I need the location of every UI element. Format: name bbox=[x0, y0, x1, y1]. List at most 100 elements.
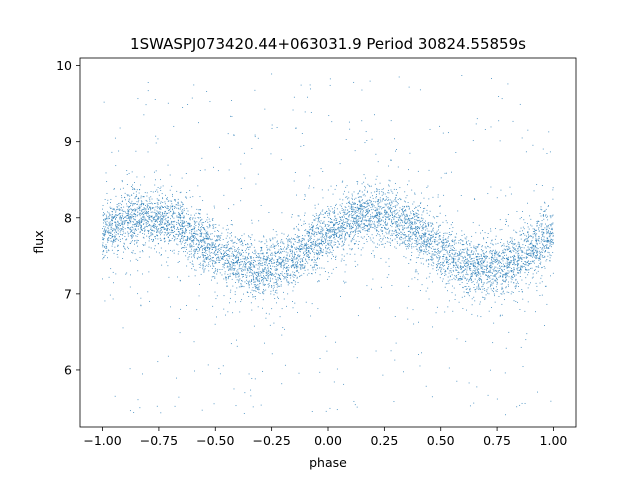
data-point bbox=[504, 274, 505, 276]
data-point bbox=[240, 244, 242, 246]
data-point bbox=[376, 247, 378, 248]
data-point bbox=[384, 209, 385, 211]
data-point bbox=[408, 245, 410, 247]
data-point bbox=[517, 263, 518, 265]
data-point bbox=[479, 301, 481, 303]
data-point bbox=[459, 284, 461, 285]
data-point bbox=[186, 213, 187, 215]
data-point bbox=[396, 221, 398, 223]
data-point bbox=[476, 118, 478, 120]
data-point bbox=[136, 189, 138, 191]
data-point bbox=[108, 239, 110, 241]
data-point bbox=[453, 259, 455, 261]
data-point bbox=[304, 223, 306, 224]
data-point bbox=[103, 250, 105, 252]
data-point bbox=[343, 255, 345, 257]
data-point bbox=[177, 235, 179, 237]
data-point bbox=[483, 265, 485, 267]
data-point bbox=[369, 237, 371, 239]
data-point bbox=[238, 286, 240, 288]
data-point bbox=[411, 238, 413, 240]
data-point bbox=[331, 272, 333, 274]
data-point bbox=[131, 240, 133, 242]
data-point bbox=[292, 265, 294, 266]
data-point bbox=[419, 250, 421, 251]
data-point bbox=[347, 198, 348, 200]
data-point bbox=[382, 237, 384, 239]
data-point bbox=[250, 271, 252, 273]
data-point bbox=[541, 266, 543, 268]
data-point bbox=[443, 194, 445, 196]
data-point bbox=[279, 263, 281, 265]
data-point bbox=[146, 192, 148, 194]
data-point bbox=[430, 247, 432, 249]
data-point bbox=[265, 239, 267, 241]
data-point bbox=[325, 240, 327, 242]
data-point bbox=[181, 213, 183, 215]
data-point bbox=[287, 241, 289, 243]
data-point bbox=[228, 254, 230, 256]
data-point bbox=[152, 203, 153, 205]
data-point bbox=[199, 283, 200, 285]
data-point bbox=[446, 250, 448, 252]
data-point bbox=[501, 270, 503, 272]
data-point bbox=[342, 248, 344, 250]
data-point bbox=[455, 269, 457, 271]
data-point bbox=[326, 233, 328, 235]
data-point bbox=[388, 231, 390, 233]
data-point bbox=[226, 242, 228, 244]
data-point bbox=[198, 226, 199, 228]
data-point bbox=[235, 405, 237, 407]
data-point bbox=[472, 272, 474, 274]
data-point bbox=[239, 253, 241, 255]
data-point bbox=[198, 230, 200, 232]
data-point bbox=[121, 229, 122, 231]
data-point bbox=[307, 240, 309, 242]
data-point bbox=[549, 244, 551, 246]
data-point bbox=[519, 246, 521, 248]
data-point bbox=[174, 207, 176, 209]
data-point bbox=[116, 225, 118, 227]
data-point bbox=[240, 163, 242, 165]
data-point bbox=[410, 223, 412, 225]
data-point bbox=[485, 272, 487, 273]
data-point bbox=[259, 293, 261, 294]
data-point bbox=[471, 258, 473, 259]
data-point bbox=[202, 247, 204, 249]
data-point bbox=[351, 217, 353, 219]
data-point bbox=[527, 261, 529, 263]
data-point bbox=[413, 246, 415, 248]
data-point bbox=[483, 255, 485, 257]
data-point bbox=[507, 225, 509, 227]
data-point bbox=[298, 236, 300, 238]
data-point bbox=[315, 217, 317, 219]
data-point bbox=[513, 258, 514, 260]
data-point bbox=[134, 223, 136, 225]
data-point bbox=[209, 260, 211, 262]
data-point bbox=[378, 219, 380, 220]
data-point bbox=[278, 249, 280, 251]
data-point bbox=[378, 221, 380, 223]
data-point bbox=[364, 185, 366, 187]
data-point bbox=[515, 274, 517, 276]
data-point bbox=[451, 245, 453, 247]
data-point bbox=[117, 244, 119, 246]
data-point bbox=[361, 223, 363, 225]
data-point bbox=[382, 374, 384, 376]
data-point bbox=[412, 227, 414, 229]
data-point bbox=[111, 211, 113, 212]
data-point bbox=[548, 131, 550, 133]
data-point bbox=[134, 218, 136, 220]
data-point bbox=[270, 293, 272, 295]
data-point bbox=[257, 306, 259, 308]
data-point bbox=[530, 235, 532, 237]
data-point bbox=[284, 328, 286, 330]
data-point bbox=[490, 288, 492, 290]
data-point bbox=[108, 229, 110, 231]
data-point bbox=[280, 284, 282, 286]
data-point bbox=[236, 339, 237, 341]
data-point bbox=[483, 260, 485, 262]
data-point bbox=[395, 150, 396, 152]
data-point bbox=[509, 251, 511, 253]
data-point bbox=[452, 257, 454, 259]
